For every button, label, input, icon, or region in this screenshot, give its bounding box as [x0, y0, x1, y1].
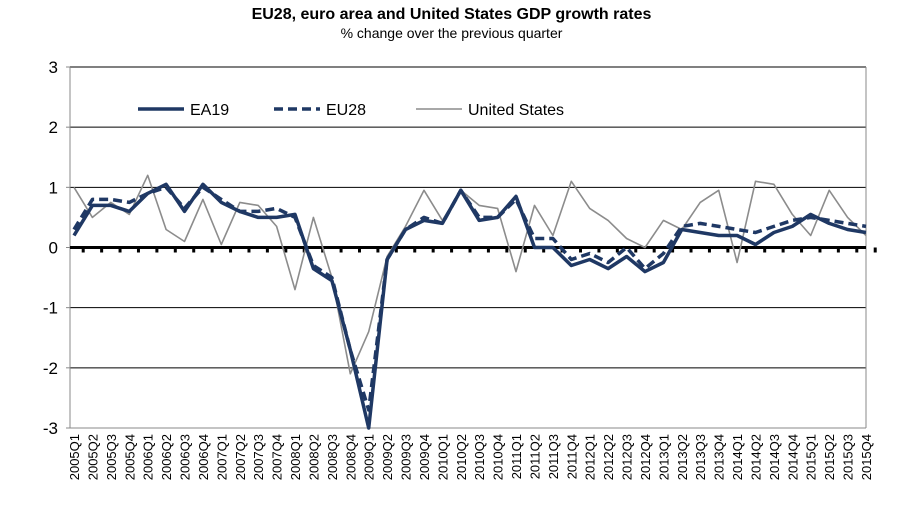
legend-label: United States [468, 102, 564, 119]
series-line-ea19 [72, 182, 867, 430]
y-tick-label: -1 [43, 299, 58, 318]
x-tick-label: 2012Q4 [638, 434, 653, 480]
x-tick-label: 2015Q4 [859, 434, 874, 480]
x-tick-label: 2008Q4 [343, 434, 358, 480]
x-tick-label: 2010Q3 [472, 434, 487, 480]
x-tick-label: 2008Q1 [288, 434, 303, 480]
x-tick-label: 2007Q4 [270, 434, 285, 480]
x-tick-label: 2006Q1 [141, 434, 156, 480]
x-tick-label: 2011Q2 [527, 434, 542, 479]
x-tick-label: 2006Q4 [196, 434, 211, 480]
x-tick-label: 2010Q1 [435, 434, 450, 480]
x-tick-label: 2007Q1 [214, 434, 229, 480]
x-tick-label: 2008Q2 [306, 434, 321, 480]
x-tick-label: 2014Q1 [730, 434, 745, 480]
legend-label: EU28 [326, 102, 366, 119]
x-tick-label: 2005Q1 [67, 434, 82, 480]
x-tick-label: 2010Q2 [454, 434, 469, 480]
y-tick-label: 1 [49, 178, 58, 197]
x-tick-label: 2015Q3 [841, 434, 856, 480]
legend-label: EA19 [190, 102, 229, 119]
x-tick-label: 2006Q3 [178, 434, 193, 480]
series-line-united-states [73, 174, 867, 375]
x-tick-label: 2005Q2 [85, 434, 100, 480]
x-tick-label: 2011Q1 [509, 434, 524, 479]
x-tick-label: 2013Q2 [675, 434, 690, 480]
x-tick-label: 2012Q2 [601, 434, 616, 480]
x-tick-label: 2006Q2 [159, 434, 174, 480]
x-tick-label: 2015Q1 [804, 434, 819, 480]
x-tick-label: 2007Q3 [251, 434, 266, 480]
chart-subtitle: % change over the previous quarter [340, 25, 563, 41]
x-tick-label: 2014Q3 [767, 434, 782, 480]
x-tick-label: 2012Q1 [583, 434, 598, 480]
chart-title: EU28, euro area and United States GDP gr… [251, 6, 652, 23]
y-tick-label: -3 [43, 419, 58, 438]
y-tick-label: 3 [49, 58, 58, 77]
x-tick-label: 2009Q3 [399, 434, 414, 480]
y-tick-label: -2 [43, 359, 58, 378]
x-tick-label: 2009Q1 [362, 434, 377, 480]
x-tick-label: 2011Q4 [564, 434, 579, 479]
x-tick-label: 2008Q3 [325, 434, 340, 480]
y-tick-label: 2 [49, 118, 58, 137]
x-tick-label: 2009Q2 [380, 434, 395, 480]
x-tick-label: 2013Q4 [712, 434, 727, 480]
x-tick-label: 2015Q2 [822, 434, 837, 480]
y-tick-label: 0 [49, 239, 58, 258]
x-tick-label: 2012Q3 [620, 434, 635, 480]
x-tick-label: 2005Q3 [104, 434, 119, 480]
x-tick-label: 2010Q4 [491, 434, 506, 480]
x-tick-label: 2014Q2 [748, 434, 763, 480]
x-tick-label: 2013Q1 [656, 434, 671, 480]
x-tick-label: 2005Q4 [122, 434, 137, 480]
x-tick-label: 2013Q3 [693, 434, 708, 480]
x-tick-label: 2014Q4 [785, 434, 800, 480]
x-tick-label: 2011Q3 [546, 434, 561, 479]
x-tick-label: 2009Q4 [417, 434, 432, 480]
x-tick-label: 2007Q2 [233, 434, 248, 480]
